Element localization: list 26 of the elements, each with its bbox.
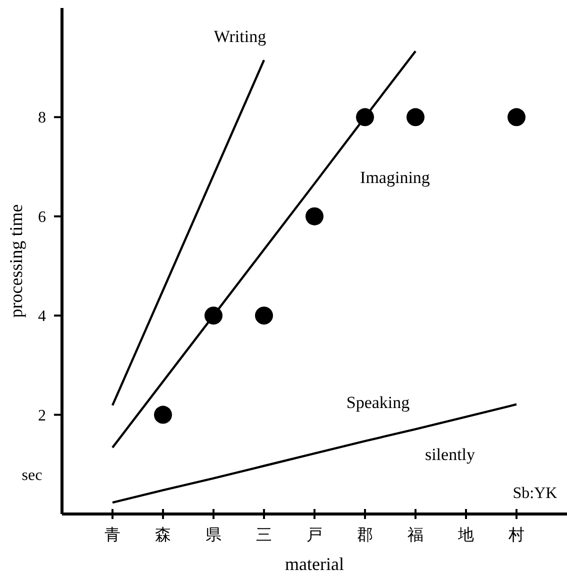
series-label: Writing xyxy=(214,27,267,46)
x-tick-label: 戸 xyxy=(306,525,322,544)
x-tick-label: 福 xyxy=(408,525,424,544)
x-tick-label: 森 xyxy=(155,525,171,544)
point xyxy=(154,406,172,424)
x-tick-label: 県 xyxy=(206,525,222,544)
point xyxy=(508,108,526,126)
point xyxy=(306,207,324,226)
x-tick-label: 三 xyxy=(256,525,272,544)
point xyxy=(255,306,273,325)
x-tick-label: 郡 xyxy=(357,525,373,544)
annotation: Sb:YK xyxy=(512,485,558,502)
text: sec xyxy=(22,467,42,484)
y-tick-label: 4 xyxy=(38,308,46,326)
x-axis-title: material xyxy=(285,554,344,574)
point xyxy=(406,108,424,126)
text: Speaking silently xyxy=(346,393,476,464)
y-tick-label: 2 xyxy=(38,407,46,424)
x-tick-label: 青 xyxy=(104,525,120,544)
x-tick-label: 村 xyxy=(508,525,524,544)
x-tick-label: 地 xyxy=(457,525,474,544)
y-axis-title: processing time xyxy=(6,204,26,318)
series-label: Imagining xyxy=(360,168,430,187)
y-tick-label: 6 xyxy=(38,208,46,226)
y-tick-label: 8 xyxy=(38,110,46,127)
line-series xyxy=(111,58,266,406)
